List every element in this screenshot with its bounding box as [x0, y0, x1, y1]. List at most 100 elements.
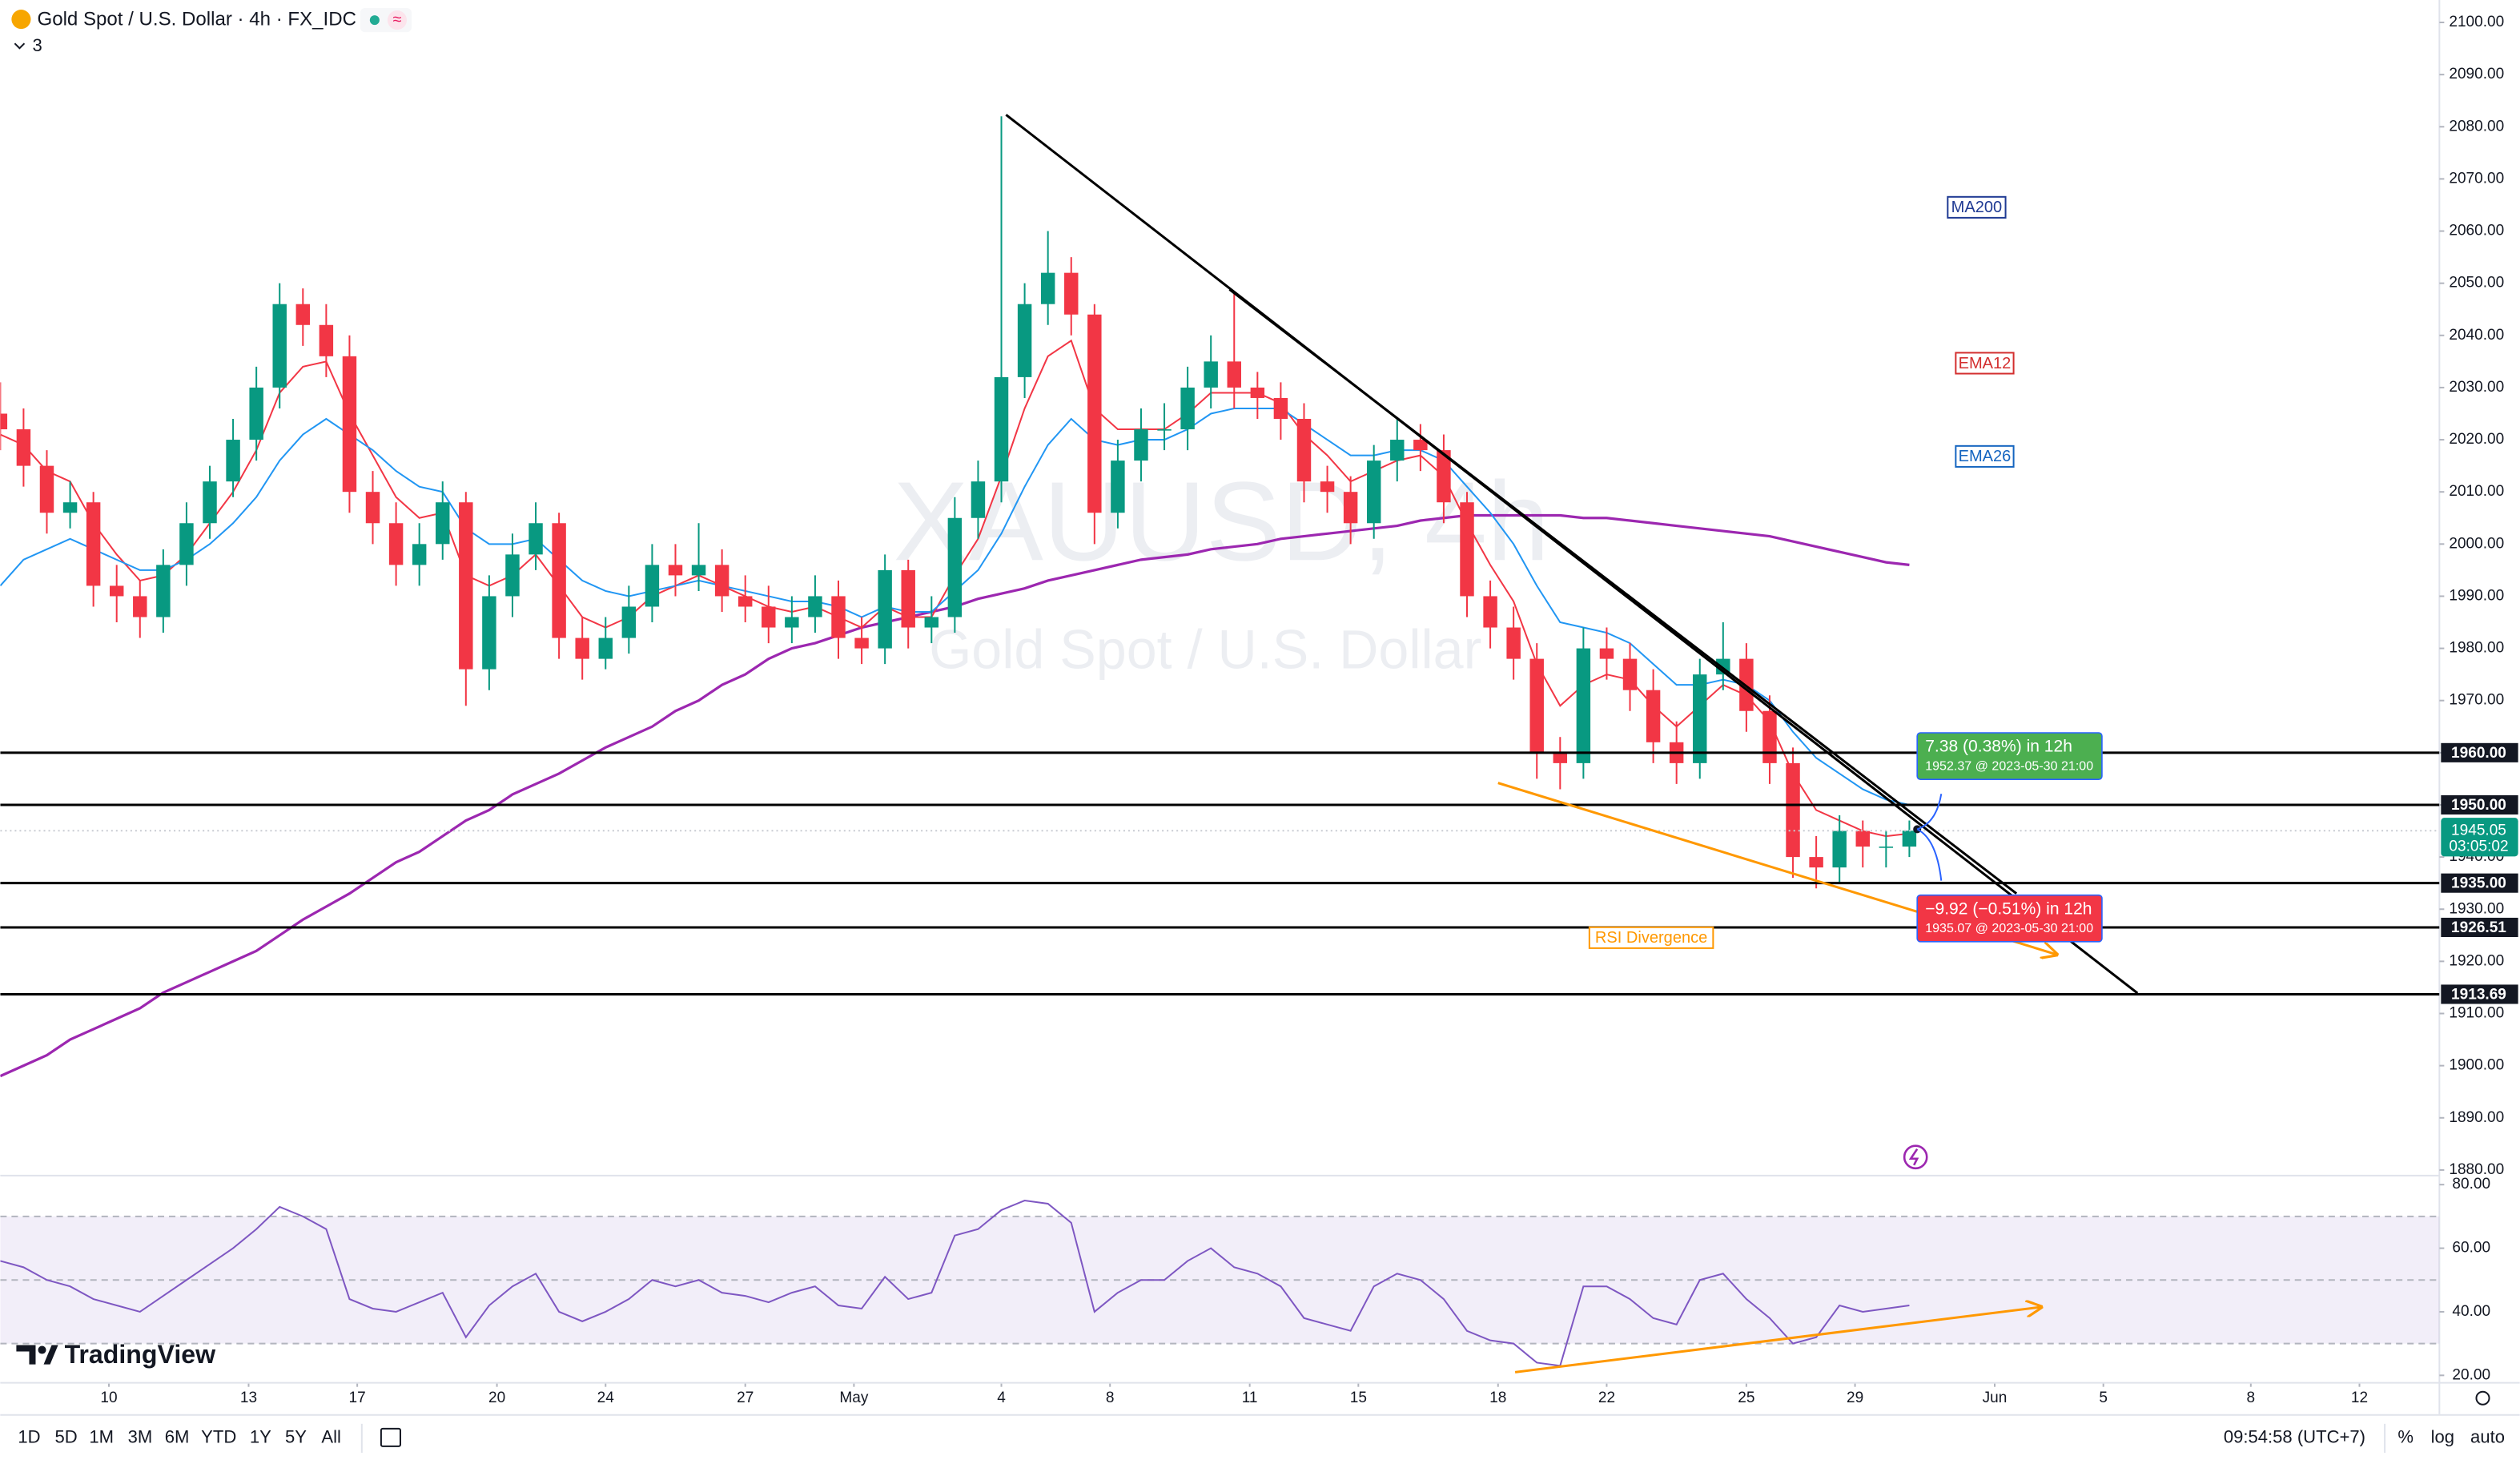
indicator-label: MA200	[1951, 199, 2003, 216]
rsi-y-tick-label: 40.00	[2452, 1303, 2490, 1320]
y-tick-label: 1920.00	[2449, 952, 2504, 969]
symbol-icon	[11, 10, 31, 30]
candle-body	[971, 481, 986, 518]
y-tick-label: 2070.00	[2449, 170, 2504, 187]
range-button[interactable]: 1M	[89, 1427, 114, 1447]
candle-body	[529, 523, 543, 555]
range-button[interactable]: 1Y	[250, 1427, 271, 1447]
candle-body	[1553, 752, 1568, 763]
y-tick-label: 2000.00	[2449, 535, 2504, 552]
range-button[interactable]: All	[321, 1427, 341, 1447]
watermark-name: Gold Spot / U.S. Dollar	[929, 620, 1481, 681]
range-button[interactable]: 5D	[55, 1427, 78, 1447]
candle-body	[1832, 831, 1847, 868]
range-button[interactable]: 1D	[18, 1427, 40, 1447]
indicator-label: EMA12	[1959, 355, 2012, 372]
candle-body	[831, 596, 846, 638]
candle-body	[1366, 461, 1381, 524]
rsi-y-tick-label: 80.00	[2452, 1176, 2490, 1193]
candle-body	[994, 376, 1009, 482]
x-tick-label: 12	[2351, 1390, 2368, 1406]
x-tick-label: 4	[997, 1390, 1006, 1406]
candle-body	[342, 356, 357, 493]
candle-body	[1296, 419, 1312, 482]
candle-body	[1413, 440, 1428, 451]
candle-body	[552, 523, 566, 638]
candle-body	[1809, 857, 1823, 868]
calendar-icon[interactable]	[380, 1427, 401, 1447]
indicator-count[interactable]: 3	[32, 35, 42, 55]
candle-body	[1460, 502, 1474, 597]
x-tick-label: 25	[1738, 1390, 1754, 1406]
candle-body	[785, 617, 799, 628]
badge-bg	[387, 10, 408, 30]
x-tick-label: 13	[240, 1390, 257, 1406]
y-tick-label: 1890.00	[2449, 1109, 2504, 1126]
candle-body	[319, 324, 334, 356]
range-button[interactable]: YTD	[201, 1427, 236, 1447]
y-tick-label: 2050.00	[2449, 275, 2504, 292]
candle-body	[459, 502, 473, 670]
scale-option[interactable]: %	[2397, 1427, 2413, 1447]
y-tick-label: 1980.00	[2449, 640, 2504, 657]
candle-body	[621, 606, 637, 638]
candle-body	[1902, 831, 1917, 847]
candle-body	[1390, 440, 1405, 461]
alert-icon[interactable]	[1903, 1144, 1928, 1170]
x-tick-label: 8	[2247, 1390, 2256, 1406]
level-label-bg	[2441, 873, 2518, 893]
candle-body	[1134, 429, 1148, 461]
candle-body	[39, 465, 54, 513]
indicator-label: EMA26	[1959, 448, 2012, 465]
candle-body	[249, 387, 263, 440]
candle-body	[1157, 429, 1172, 431]
rsi-line	[0, 1199, 1910, 1367]
level-label-bg	[2441, 984, 2518, 1004]
clock[interactable]: 09:54:58 (UTC+7)	[2224, 1427, 2365, 1447]
range-button[interactable]: 6M	[165, 1427, 190, 1447]
candle-body	[1064, 272, 1079, 315]
candle-body	[1017, 304, 1032, 377]
rsi-y-tick-label: 60.00	[2452, 1240, 2490, 1257]
candle-body	[714, 565, 729, 597]
settings-icon[interactable]	[2475, 1390, 2490, 1406]
candle-body	[901, 569, 915, 628]
y-tick-label: 2060.00	[2449, 223, 2504, 239]
range-button[interactable]: 3M	[128, 1427, 153, 1447]
candle-body	[668, 565, 683, 576]
y-tick-label: 2040.00	[2449, 327, 2504, 344]
candle-body	[1180, 387, 1195, 430]
candle-body	[365, 492, 380, 524]
level-label-bg	[2441, 917, 2518, 938]
x-tick-label: 22	[1598, 1390, 1615, 1406]
x-tick-label: 11	[1242, 1390, 1258, 1406]
tv-logo	[16, 1345, 58, 1365]
x-tick-label: 20	[488, 1390, 505, 1406]
y-tick-label: 1990.00	[2449, 587, 2504, 604]
candle-body	[1087, 314, 1102, 513]
candle-body	[645, 565, 660, 607]
candle-body	[1576, 648, 1591, 763]
candle-body	[924, 617, 939, 628]
countdown: 03:05:02	[2449, 838, 2508, 855]
overlay: Gold Spot / U.S. Dollar · 4h · FX_IDC ≈ …	[11, 8, 2518, 1453]
candle-body	[598, 637, 613, 659]
range-button[interactable]: 5Y	[285, 1427, 307, 1447]
candle-body	[1250, 387, 1265, 398]
candle-body	[878, 569, 892, 649]
candle-body	[738, 596, 753, 607]
x-tick-label: Jun	[1983, 1390, 2008, 1406]
y-tick-label: 2090.00	[2449, 66, 2504, 82]
scale-option[interactable]: auto	[2470, 1427, 2505, 1447]
scale-option[interactable]: log	[2431, 1427, 2454, 1447]
y-tick-label: 1910.00	[2449, 1005, 2504, 1022]
x-tick-label: 27	[737, 1390, 754, 1406]
candle-body	[1273, 397, 1288, 420]
level-label: 1950.00	[2451, 797, 2506, 814]
candle-body	[436, 502, 450, 545]
collapse-icon[interactable]	[14, 42, 26, 50]
annotation-box	[1588, 926, 1714, 949]
candle-body	[133, 596, 147, 617]
candle-body	[575, 637, 589, 659]
